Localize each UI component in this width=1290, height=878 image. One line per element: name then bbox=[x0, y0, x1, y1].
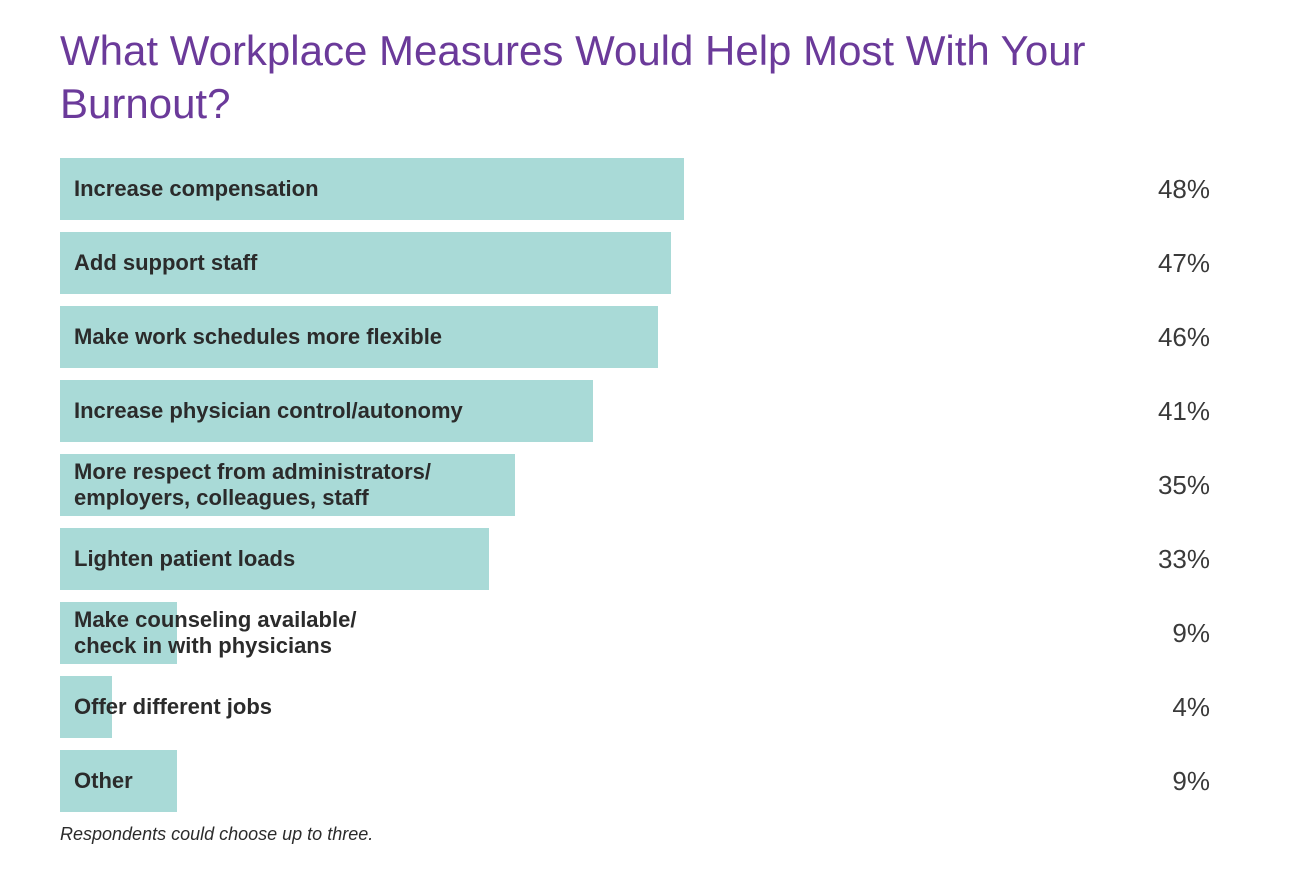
bar-row: Make counseling available/ check in with… bbox=[60, 602, 1230, 664]
bar-value: 35% bbox=[1100, 470, 1230, 501]
bar-label: Make counseling available/ check in with… bbox=[60, 607, 356, 660]
bar-label: Lighten patient loads bbox=[60, 546, 295, 572]
bar-area: Add support staff bbox=[60, 232, 1100, 294]
bar-label: Make work schedules more flexible bbox=[60, 324, 442, 350]
bar-area: Lighten patient loads bbox=[60, 528, 1100, 590]
bar-value: 41% bbox=[1100, 396, 1230, 427]
bar-chart: Increase compensation 48% Add support staf… bbox=[60, 158, 1230, 812]
bar-label: Increase compensation bbox=[60, 176, 319, 202]
bar-value: 48% bbox=[1100, 174, 1230, 205]
bar-label: Add support staff bbox=[60, 250, 257, 276]
bar-value: 47% bbox=[1100, 248, 1230, 279]
bar-value: 9% bbox=[1100, 766, 1230, 797]
bar-row: Other 9% bbox=[60, 750, 1230, 812]
bar-row: Lighten patient loads 33% bbox=[60, 528, 1230, 590]
chart-title: What Workplace Measures Would Help Most … bbox=[60, 25, 1230, 130]
bar-value: 9% bbox=[1100, 618, 1230, 649]
bar-row: Add support staff 47% bbox=[60, 232, 1230, 294]
bar-label: Increase physician control/autonomy bbox=[60, 398, 463, 424]
bar-label: More respect from administrators/ employ… bbox=[60, 459, 431, 512]
bar-value: 33% bbox=[1100, 544, 1230, 575]
chart-footnote: Respondents could choose up to three. bbox=[60, 824, 1230, 845]
bar-row: More respect from administrators/ employ… bbox=[60, 454, 1230, 516]
bar-area: Increase physician control/autonomy bbox=[60, 380, 1100, 442]
bar-row: Increase compensation 48% bbox=[60, 158, 1230, 220]
bar-area: Offer different jobs bbox=[60, 676, 1100, 738]
bar-area: Increase compensation bbox=[60, 158, 1100, 220]
bar-area: Make work schedules more flexible bbox=[60, 306, 1100, 368]
bar-value: 4% bbox=[1100, 692, 1230, 723]
bar-row: Increase physician control/autonomy 41% bbox=[60, 380, 1230, 442]
bar-area: More respect from administrators/ employ… bbox=[60, 454, 1100, 516]
bar-row: Offer different jobs 4% bbox=[60, 676, 1230, 738]
bar-row: Make work schedules more flexible 46% bbox=[60, 306, 1230, 368]
bar-label: Offer different jobs bbox=[60, 694, 272, 720]
bar-area: Other bbox=[60, 750, 1100, 812]
bar-label: Other bbox=[60, 768, 133, 794]
bar-area: Make counseling available/ check in with… bbox=[60, 602, 1100, 664]
bar-value: 46% bbox=[1100, 322, 1230, 353]
